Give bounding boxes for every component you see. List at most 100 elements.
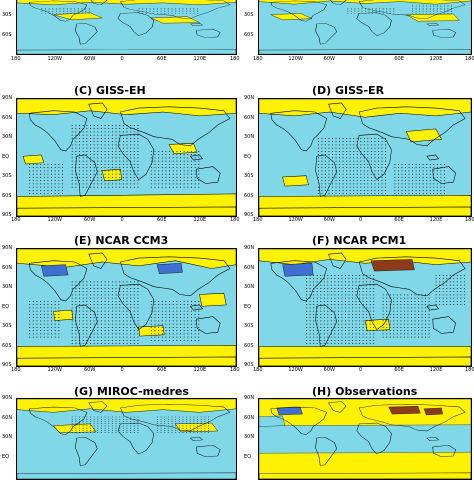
map-d-svg	[259, 99, 471, 216]
positive-region	[23, 155, 44, 164]
lon-tick-label: 120W	[288, 56, 303, 62]
positive-region	[283, 176, 309, 186]
lon-tick-label: 60E	[157, 56, 167, 62]
map-c-svg	[17, 99, 236, 216]
lat-tick-label: 30N	[2, 434, 12, 440]
cold-anomaly-region	[41, 265, 68, 277]
positive-region	[259, 347, 471, 367]
lat-tick-label: 60S	[2, 32, 12, 38]
lat-tick-label: 60N	[244, 415, 254, 421]
positive-region	[259, 0, 471, 4]
map-e-svg	[17, 249, 236, 366]
lat-tick-label: 90N	[244, 395, 254, 401]
lon-tick-label: 0	[121, 56, 124, 62]
map-panel-a	[16, 0, 237, 55]
lat-tick-label: 30N	[244, 134, 254, 140]
lon-tick-label: 120W	[48, 56, 63, 62]
lon-tick-label: 120E	[430, 367, 443, 373]
lon-tick-label: 60W	[84, 56, 95, 62]
lon-tick-label: 60E	[394, 56, 404, 62]
lat-tick-label: 90N	[244, 95, 254, 101]
lat-tick-label: EQ	[244, 454, 251, 460]
lat-tick-label: 30S	[244, 323, 254, 329]
map-panel-h	[258, 398, 472, 480]
lat-tick-label: 30N	[2, 284, 12, 290]
lon-tick-label: 120W	[288, 217, 303, 223]
lon-tick-label: 180	[465, 56, 474, 62]
lon-tick-label: 180	[11, 217, 21, 223]
lat-tick-label: 60S	[2, 343, 12, 349]
lat-tick-label: 30N	[244, 434, 254, 440]
negative-region	[259, 416, 285, 427]
lon-tick-label: 0	[121, 367, 124, 373]
lat-tick-label: 30S	[244, 173, 254, 179]
positive-region	[17, 0, 236, 5]
panel-title-g: (G) MIROC-medres	[74, 385, 189, 398]
lat-tick-label: EQ	[244, 304, 251, 310]
lon-tick-label: 0	[359, 367, 362, 373]
positive-region	[200, 293, 227, 306]
lon-tick-label: 0	[121, 217, 124, 223]
map-b-svg	[259, 0, 471, 54]
lat-tick-label: 60N	[2, 265, 12, 271]
lon-tick-label: 180	[11, 367, 21, 373]
lon-tick-label: 120W	[48, 217, 63, 223]
lon-tick-label: 180	[11, 56, 21, 62]
cold-anomaly-region	[283, 263, 314, 276]
positive-region	[17, 194, 236, 216]
lat-tick-label: EQ	[2, 154, 9, 160]
lon-tick-label: 60W	[324, 217, 335, 223]
lon-tick-label: 60W	[84, 367, 95, 373]
lon-tick-label: 60E	[157, 217, 167, 223]
lon-tick-label: 180	[230, 367, 240, 373]
warm-anomaly-region	[389, 406, 421, 414]
lat-tick-label: 90N	[2, 95, 12, 101]
positive-region	[406, 129, 441, 142]
positive-region	[259, 99, 471, 117]
lat-tick-label: 60N	[244, 265, 254, 271]
lon-tick-label: 60W	[324, 56, 335, 62]
map-panel-e	[16, 248, 237, 367]
lon-tick-label: 60E	[394, 367, 404, 373]
lon-tick-label: 60W	[84, 217, 95, 223]
lat-tick-label: 90N	[2, 395, 12, 401]
lon-tick-label: 180	[253, 367, 263, 373]
lon-tick-label: 120W	[48, 367, 63, 373]
map-panel-b	[258, 0, 472, 55]
map-panel-c	[16, 98, 237, 217]
lat-tick-label: 60S	[244, 32, 254, 38]
map-h-svg	[259, 399, 471, 479]
positive-region	[54, 310, 73, 320]
lon-tick-label: 120E	[430, 56, 443, 62]
lon-tick-label: 120E	[430, 217, 443, 223]
lat-tick-label: EQ	[2, 454, 9, 460]
positive-region	[259, 195, 471, 216]
panel-title-h: (H) Observations	[312, 385, 417, 398]
lat-tick-label: 30S	[2, 12, 12, 18]
lat-tick-label: 60S	[244, 343, 254, 349]
panel-title-c: (C) GISS-EH	[74, 84, 146, 97]
map-panel-f	[258, 248, 472, 367]
panel-title-f: (F) NCAR PCM1	[312, 234, 406, 247]
lon-tick-label: 0	[359, 56, 362, 62]
lat-tick-label: EQ	[244, 154, 251, 160]
lon-tick-label: 180	[230, 56, 240, 62]
positive-region	[17, 99, 236, 116]
positive-region	[259, 249, 471, 265]
lon-tick-label: 120E	[194, 217, 207, 223]
cold-anomaly-region	[157, 263, 183, 273]
lon-tick-label: 180	[465, 367, 474, 373]
lon-tick-label: 120E	[194, 367, 207, 373]
panel-title-e: (E) NCAR CCM3	[74, 234, 168, 247]
lon-tick-label: 60W	[324, 367, 335, 373]
map-panel-g	[16, 398, 237, 480]
warm-anomaly-region	[371, 259, 415, 271]
lat-tick-label: 30S	[2, 323, 12, 329]
lat-tick-label: 60S	[244, 193, 254, 199]
lat-tick-label: 30N	[2, 134, 12, 140]
map-panel-d	[258, 98, 472, 217]
panel-title-d: (D) GISS-ER	[312, 84, 384, 97]
lon-tick-label: 180	[253, 56, 263, 62]
map-a-svg	[17, 0, 236, 54]
lat-tick-label: 60N	[2, 415, 12, 421]
